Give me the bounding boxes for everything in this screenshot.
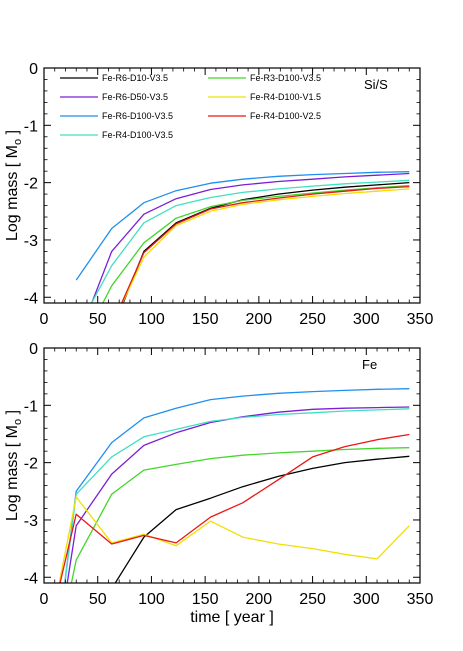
series-line-fe-r6-d10-v3.5	[122, 181, 410, 303]
y-tick-label: -4	[24, 290, 38, 307]
x-tick-label: 50	[89, 591, 107, 608]
series-line-fe-r6-d10-v3.5	[114, 455, 410, 583]
x-tick-label: 0	[40, 311, 49, 328]
x-tick-label: 0	[40, 591, 49, 608]
series-group	[58, 388, 410, 583]
y-axis-title: Log mass [ Mo ]	[4, 130, 24, 241]
y-tick-label: -3	[24, 513, 38, 530]
series-line-fe-r3-d100-v3.5	[70, 447, 410, 583]
series-line-fe-r3-d100-v3.5	[102, 184, 410, 303]
y-axis-title-end: ]	[4, 410, 21, 419]
x-tick-label: 100	[138, 591, 165, 608]
x-tick-label: 150	[192, 591, 219, 608]
series-group	[75, 171, 410, 303]
x-tick-label: 300	[353, 591, 380, 608]
y-axis-title-main: Log mass [ M	[4, 145, 21, 241]
y-tick-label: -2	[24, 456, 38, 473]
legend-label: Fe-R6-D10-V3.5	[102, 73, 168, 83]
panel-annotation: Fe	[362, 357, 377, 372]
x-tick-label: 200	[246, 591, 273, 608]
y-tick-label: 0	[29, 61, 38, 78]
legend: Fe-R6-D10-V3.5 Fe-R6-D50-V3.5 Fe-R6-D100-V…	[60, 73, 321, 140]
legend-label: Fe-R6-D100-V3.5	[102, 111, 173, 121]
legend-label: Fe-R4-D100-V3.5	[102, 130, 173, 140]
series-line-fe-r4-d100-v3.5	[90, 179, 410, 303]
legend-label: Fe-R6-D50-V3.5	[102, 92, 168, 102]
y-axis-title-end: ]	[4, 130, 21, 139]
series-line-fe-r6-d100-v3.5	[75, 171, 410, 281]
legend-label: Fe-R4-D100-V1.5	[250, 92, 321, 102]
y-axis-title-subscript: o	[12, 419, 24, 425]
chart-panel-2: 0 50 100 150 200 250 300 350 0 -1 -2 -3 -4 Log mass […	[4, 341, 434, 626]
series-line-fe-r6-d100-v3.5	[64, 388, 410, 583]
x-tick-label: 50	[89, 311, 107, 328]
plot-frame	[43, 347, 421, 584]
series-line-fe-r4-d100-v1.5	[121, 188, 410, 303]
x-tick-label: 250	[299, 591, 326, 608]
plot-frame	[43, 67, 421, 304]
x-tick-label: 350	[407, 311, 434, 328]
series-line-fe-r6-d50-v3.5	[91, 172, 410, 303]
legend-label: Fe-R4-D100-V2.5	[250, 111, 321, 121]
x-tick-label: 350	[407, 591, 434, 608]
y-tick-label: -2	[24, 176, 38, 193]
y-tick-label: -3	[24, 233, 38, 250]
x-axis-title: time [ year ]	[190, 609, 274, 626]
x-tick-label: 250	[299, 311, 326, 328]
x-tick-label: 300	[353, 311, 380, 328]
x-tick-label: 150	[192, 311, 219, 328]
y-tick-label: -1	[24, 118, 38, 135]
series-line-fe-r4-d100-v2.5	[121, 185, 410, 303]
y-tick-label: 0	[29, 341, 38, 358]
legend-label: Fe-R3-D100-V3.5	[250, 73, 321, 83]
chart-panel-1: 0 50 100 150 200 250 300 350 0 -1 -2 -3 -4 Log mass […	[4, 61, 434, 328]
y-axis-title: Log mass [ Mo ]	[4, 410, 24, 521]
series-line-fe-r4-d100-v1.5	[58, 496, 410, 583]
panel-annotation: Si/S	[364, 77, 388, 92]
y-axis-title-main: Log mass [ M	[4, 425, 21, 521]
series-line-fe-r4-d100-v3.5	[64, 408, 410, 583]
x-tick-label: 100	[138, 311, 165, 328]
y-axis-title-subscript: o	[12, 139, 24, 145]
series-line-fe-r4-d100-v2.5	[59, 433, 410, 583]
y-tick-label: -4	[24, 570, 38, 587]
y-tick-label: -1	[24, 398, 38, 415]
x-tick-label: 200	[246, 311, 273, 328]
